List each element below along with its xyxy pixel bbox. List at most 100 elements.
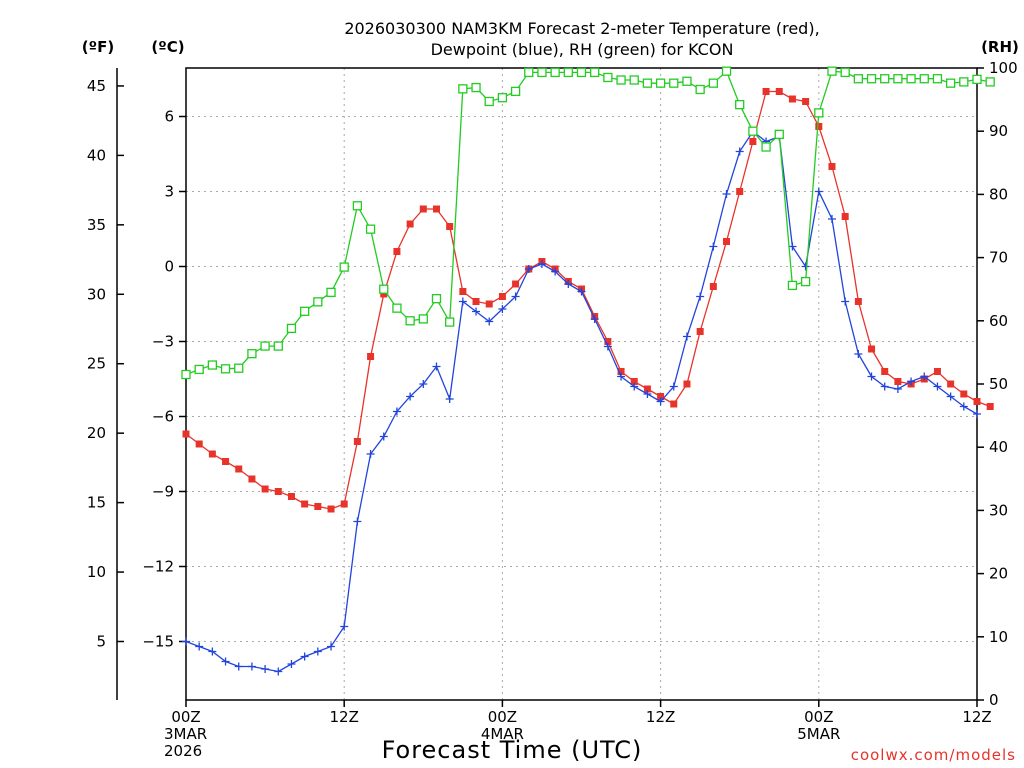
dewpoint-point-13 [353,517,362,526]
rh-point-59 [959,77,969,87]
x-tick-label-0-2: 2026 [164,742,202,760]
dewpoint-point-51 [854,350,863,358]
dewpoint-point-56 [920,372,929,381]
dewpoint-point-38 [682,332,691,341]
dewpoint-point-39 [696,292,705,301]
dewpoint-point-60 [973,410,981,418]
rh-point-24 [497,93,508,103]
rh-point-14 [365,224,376,234]
temperature-point-0 [182,430,190,438]
dewpoint-point-12 [340,622,349,631]
chart-title-line1: 2026030300 NAM3KM Forecast 2-meter Tempe… [344,19,819,38]
rh-tick-label-8: 20 [989,565,1008,583]
dewpoint-point-40 [709,242,718,251]
rh-point-48 [814,108,824,118]
x-tick-label-0-0: 00Z [171,708,200,726]
f-tick-label-5: 20 [87,424,106,442]
rh-point-16 [392,303,402,313]
rh-point-35 [642,78,653,88]
temperature-point-18 [419,205,427,213]
f-tick-label-2: 35 [87,216,106,234]
dewpoint-point-28 [551,267,560,276]
x-tick-label-3-0: 12Z [646,708,675,726]
temperature-point-3 [222,458,230,465]
rh-point-28 [550,67,560,78]
temperature-point-12 [340,500,348,508]
temperature-point-53 [881,368,889,375]
temperature-point-61 [986,403,994,410]
dewpoint-point-37 [669,382,678,391]
rh-point-51 [853,74,863,84]
x-tick-label-1-0: 12Z [330,708,359,726]
temperature-point-39 [696,328,704,335]
c-tick-label-3: −3 [152,333,174,351]
dewpoint-point-9 [300,652,309,661]
dewpoint-point-1 [195,642,204,651]
temperature-point-52 [868,345,876,353]
dewpoint-point-19 [432,362,441,371]
f-tick-label-4: 25 [87,355,106,373]
temperature-point-46 [788,95,796,103]
dewpoint-point-8 [287,660,296,668]
rh-tick-label-5: 50 [989,375,1008,393]
dewpoint-point-49 [827,215,836,223]
dewpoint-point-14 [366,450,375,458]
rh-point-37 [669,78,679,88]
temperature-point-21 [459,288,467,295]
dewpoint-point-0 [182,637,190,646]
temperature-point-23 [485,300,493,308]
rh-unit-label: (RH) [981,38,1019,56]
rh-point-49 [827,66,837,76]
rh-point-57 [932,74,943,84]
x-tick-label-2-0: 00Z [488,708,517,726]
rh-point-0 [181,369,191,380]
temperature-point-2 [208,450,216,458]
rh-point-4 [234,363,244,373]
f-tick-label-8: 5 [96,633,106,651]
f-tick-label-6: 15 [87,494,106,512]
rh-point-19 [431,294,442,304]
rh-point-46 [787,280,798,291]
rh-point-53 [880,74,890,84]
rh-point-3 [220,364,231,374]
dewpoint-point-27 [537,260,546,268]
rh-point-56 [919,74,929,84]
rh-tick-label-10: 0 [989,691,999,709]
dewpoint-point-23 [485,317,494,326]
rh-point-25 [510,86,521,97]
x-tick-label-4-0: 00Z [804,708,833,726]
dewpoint-point-54 [893,385,902,393]
temperature-point-5 [248,475,256,483]
temperature-point-49 [828,163,836,170]
rh-point-44 [761,142,771,152]
f-tick-label-1: 40 [87,146,106,164]
dewpoint-point-11 [327,642,336,651]
temperature-point-32 [604,338,612,345]
rh-point-15 [379,284,389,294]
rh-point-7 [273,341,283,351]
dewpoint-point-53 [880,382,889,391]
f-tick-label-7: 10 [87,563,106,581]
dewpoint-point-30 [577,287,586,296]
temperature-point-45 [775,88,783,95]
dewpoint-point-6 [261,665,270,673]
c-tick-label-7: −15 [142,633,174,651]
credit-text: coolwx.com/models [851,746,1016,764]
temperature-point-54 [894,378,902,385]
temperature-point-6 [261,485,269,493]
rh-point-38 [682,76,692,86]
dewpoint-point-52 [867,372,876,381]
rh-point-45 [774,129,784,140]
temperature-point-40 [709,283,717,290]
rh-point-61 [985,77,995,87]
rh-point-60 [972,74,982,85]
temperature-point-33 [617,368,625,375]
temperature-point-36 [657,393,665,400]
data-series [181,66,995,676]
temperature-point-38 [683,380,691,388]
x-axis-title: Forecast Time (UTC) [382,736,643,764]
rh-point-6 [260,341,270,351]
rh-point-55 [906,74,916,84]
dewpoint-point-10 [313,647,322,656]
rh-point-40 [708,78,718,88]
